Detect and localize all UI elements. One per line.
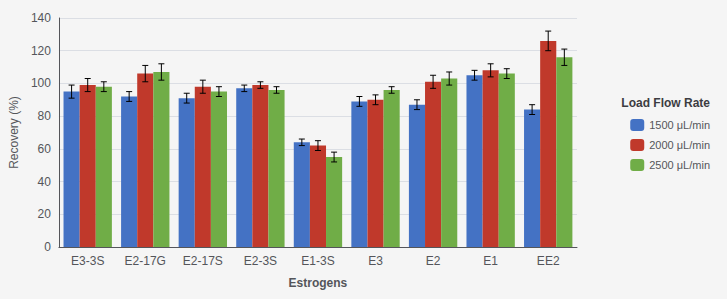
svg-text:1500 μL/min: 1500 μL/min bbox=[649, 119, 710, 131]
svg-text:2500 μL/min: 2500 μL/min bbox=[649, 159, 710, 171]
svg-text:2000 μL/min: 2000 μL/min bbox=[649, 139, 710, 151]
svg-text:EE2: EE2 bbox=[537, 254, 560, 268]
svg-text:Load Flow Rate: Load Flow Rate bbox=[621, 96, 710, 110]
svg-text:80: 80 bbox=[38, 109, 52, 123]
svg-text:Recovery (%): Recovery (%) bbox=[7, 96, 21, 169]
svg-text:40: 40 bbox=[38, 175, 52, 189]
svg-text:E1: E1 bbox=[483, 254, 498, 268]
svg-text:E2-17S: E2-17S bbox=[183, 254, 223, 268]
svg-text:E2-3S: E2-3S bbox=[244, 254, 277, 268]
svg-text:60: 60 bbox=[38, 142, 52, 156]
svg-text:0: 0 bbox=[44, 240, 51, 254]
svg-text:140: 140 bbox=[31, 11, 51, 25]
svg-text:120: 120 bbox=[31, 44, 51, 58]
svg-text:E3: E3 bbox=[368, 254, 383, 268]
svg-text:Estrogens: Estrogens bbox=[289, 276, 348, 290]
svg-text:E1-3S: E1-3S bbox=[301, 254, 334, 268]
svg-text:E2: E2 bbox=[426, 254, 441, 268]
svg-text:E2-17G: E2-17G bbox=[125, 254, 166, 268]
svg-text:E3-3S: E3-3S bbox=[71, 254, 104, 268]
svg-text:100: 100 bbox=[31, 76, 51, 90]
svg-text:20: 20 bbox=[38, 207, 52, 221]
